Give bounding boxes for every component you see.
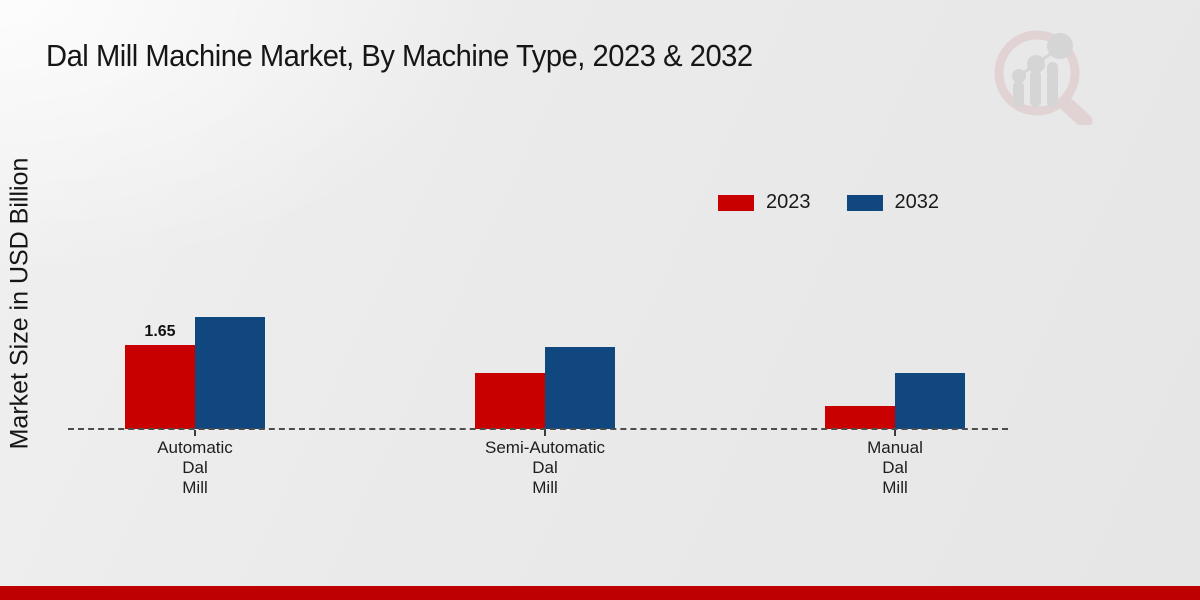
category-label-automatic-dal-mill: Automatic Dal Mill xyxy=(157,438,233,497)
brand-watermark-icon xyxy=(994,30,1093,125)
bar-2032-manual-dal-mill xyxy=(895,373,965,429)
y-axis-label: Market Size in USD Billion xyxy=(5,157,34,450)
chart-title: Dal Mill Machine Market, By Machine Type… xyxy=(46,38,753,73)
category-label-semi-automatic-dal-mill: Semi-Automatic Dal Mill xyxy=(485,438,605,497)
bar-2032-automatic-dal-mill xyxy=(195,317,265,429)
category-label-manual-dal-mill: Manual Dal Mill xyxy=(867,438,923,497)
legend-item-2023: 2023 xyxy=(718,191,811,214)
x-axis-tick xyxy=(194,430,196,436)
bar-value-label: 1.65 xyxy=(144,323,176,340)
legend-swatch-2032 xyxy=(846,194,883,211)
bar-2032-semi-automatic-dal-mill xyxy=(545,347,615,429)
x-axis-line xyxy=(68,428,1008,430)
legend-item-2032: 2032 xyxy=(846,191,940,214)
legend-swatch-2023 xyxy=(718,194,754,211)
legend-label-2032: 2032 xyxy=(894,191,940,213)
bar-2023-semi-automatic-dal-mill xyxy=(475,373,545,429)
legend-label-2023: 2023 xyxy=(766,191,811,213)
x-axis-tick xyxy=(544,430,546,436)
footer-accent-bar xyxy=(0,586,1200,600)
legend: 2023 2032 xyxy=(718,191,939,214)
bar-2023-automatic-dal-mill xyxy=(125,345,195,429)
bar-2023-manual-dal-mill xyxy=(825,406,895,429)
x-axis-tick xyxy=(894,430,896,436)
